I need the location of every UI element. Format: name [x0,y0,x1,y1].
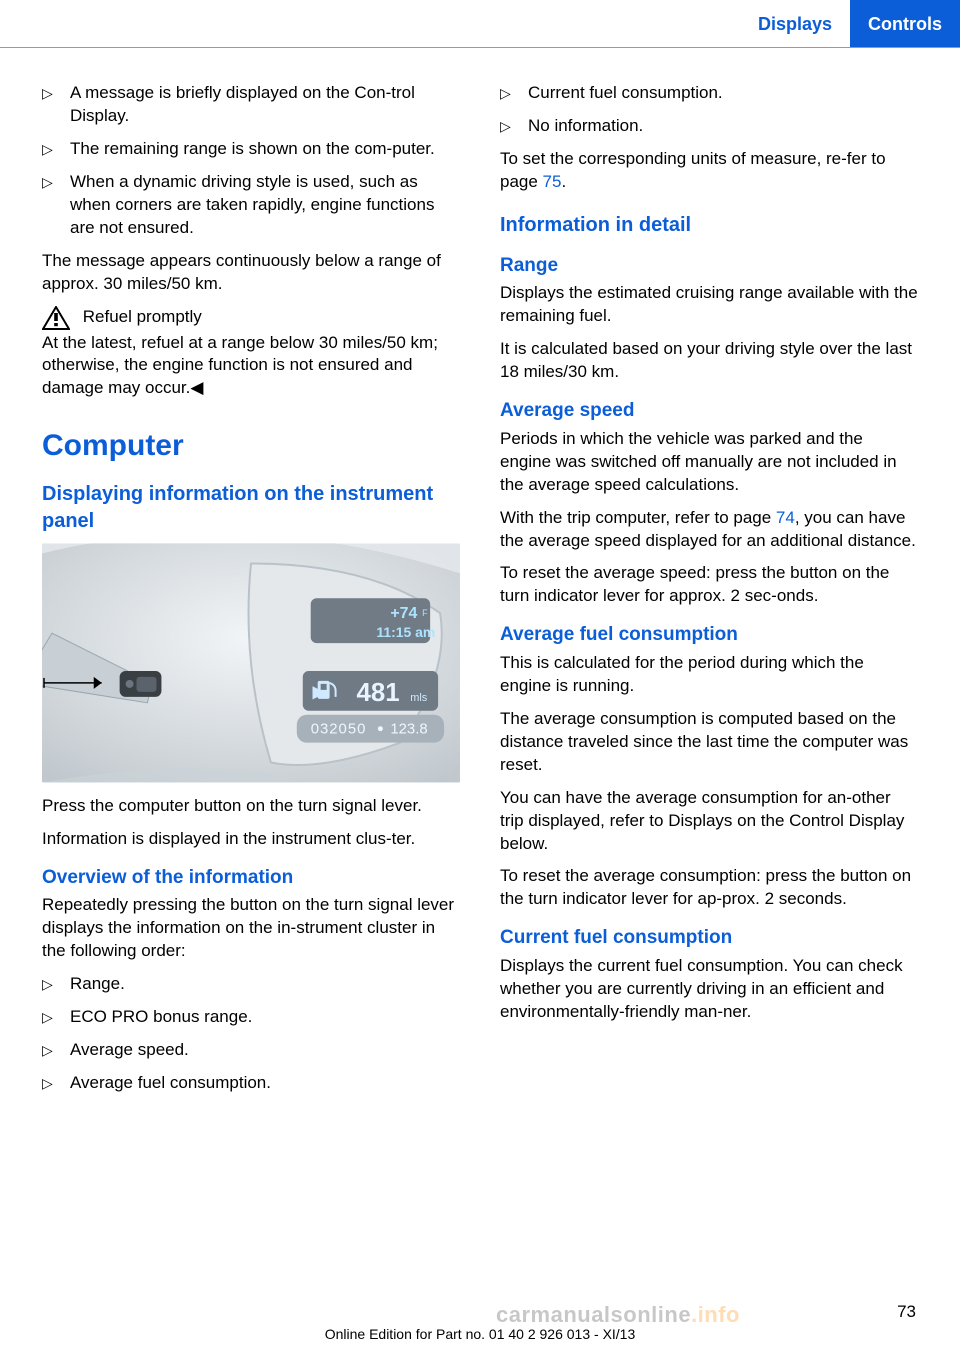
avg-fuel-p3: You can have the average consumption for… [500,787,918,856]
fig-trip: 123.8 [390,720,427,737]
list-item: No information. [500,115,918,138]
heading-curr-fuel: Current fuel consumption [500,925,918,951]
fig-temp: +74 [390,605,417,622]
list-item: Range. [42,973,460,996]
page-link-74[interactable]: 74 [776,508,795,527]
list-item: A message is briefly displayed on the Co… [42,82,460,128]
heading-avg-fuel: Average fuel consumption [500,622,918,648]
avg-fuel-p2: The average consumption is computed base… [500,708,918,777]
heading-overview-info: Overview of the information [42,865,460,891]
fig-range-unit: mls [410,692,428,704]
fig-time: 11:15 am [376,624,435,640]
heading-info-detail: Information in detail [500,212,918,239]
tab-controls: Controls [850,0,960,47]
avg-fuel-p4: To reset the average consumption: press … [500,865,918,911]
left-column: A message is briefly displayed on the Co… [42,82,460,1105]
warning-body: At the latest, refuel at a range below 3… [42,332,460,401]
avg-fuel-p1: This is calculated for the period during… [500,652,918,698]
overview-order-list: Range. ECO PRO bonus range. Average spee… [42,973,460,1095]
page-footer: 73 Online Edition for Part no. 01 40 2 9… [0,1325,960,1344]
right-column: Current fuel consumption. No information… [500,82,918,1105]
avg-speed-p1: Periods in which the vehicle was parked … [500,428,918,497]
warning-title: Refuel promptly [83,307,202,326]
list-item: Average fuel consumption. [42,1072,460,1095]
low-fuel-bullets: A message is briefly displayed on the Co… [42,82,460,240]
para-repeat-press: Repeatedly pressing the button on the tu… [42,894,460,963]
watermark: carmanualsonline.info [496,1300,740,1330]
curr-fuel-p1: Displays the current fuel consumption. Y… [500,955,918,1024]
svg-text:▶: ▶ [312,684,326,701]
page-link-75[interactable]: 75 [543,172,562,191]
list-item: Current fuel consumption. [500,82,918,105]
list-item: ECO PRO bonus range. [42,1006,460,1029]
page-number: 73 [897,1301,916,1324]
heading-range: Range [500,253,918,279]
para-info-cluster: Information is displayed in the instrume… [42,828,460,851]
range-p2: It is calculated based on your driving s… [500,338,918,384]
heading-computer: Computer [42,426,460,467]
fig-temp-unit: F [422,608,428,618]
avg-speed-p3: To reset the average speed: press the bu… [500,562,918,608]
watermark-text: carmanualsonline [496,1302,691,1327]
avg-speed-p2: With the trip computer, refer to page 74… [500,507,918,553]
para-press-button: Press the computer button on the turn si… [42,795,460,818]
overview-order-list-cont: Current fuel consumption. No information… [500,82,918,138]
text: With the trip computer, refer to page [500,508,776,527]
heading-avg-speed: Average speed [500,398,918,424]
list-item: The remaining range is shown on the com‐… [42,138,460,161]
tab-displays: Displays [740,0,850,47]
list-item: Average speed. [42,1039,460,1062]
heading-displaying-info: Displaying information on the instrument… [42,481,460,535]
page-header: Displays Controls [0,0,960,48]
warning-block: Refuel promptly At the latest, refuel at… [42,306,460,401]
warning-icon [42,306,70,330]
watermark-suffix: .info [691,1302,740,1327]
para-units: To set the corresponding units of measur… [500,148,918,194]
range-p1: Displays the estimated cruising range av… [500,282,918,328]
fig-range: 481 [356,679,399,707]
instrument-panel-figure: +74 F 11:15 am ▶ 481 mls 032050 123.8 [42,543,460,783]
list-item: When a dynamic driving style is used, su… [42,171,460,240]
text: . [561,172,566,191]
msg-continuous: The message appears continuously below a… [42,250,460,296]
fig-odometer: 032050 [311,720,367,737]
page-body: A message is briefly displayed on the Co… [0,48,960,1105]
